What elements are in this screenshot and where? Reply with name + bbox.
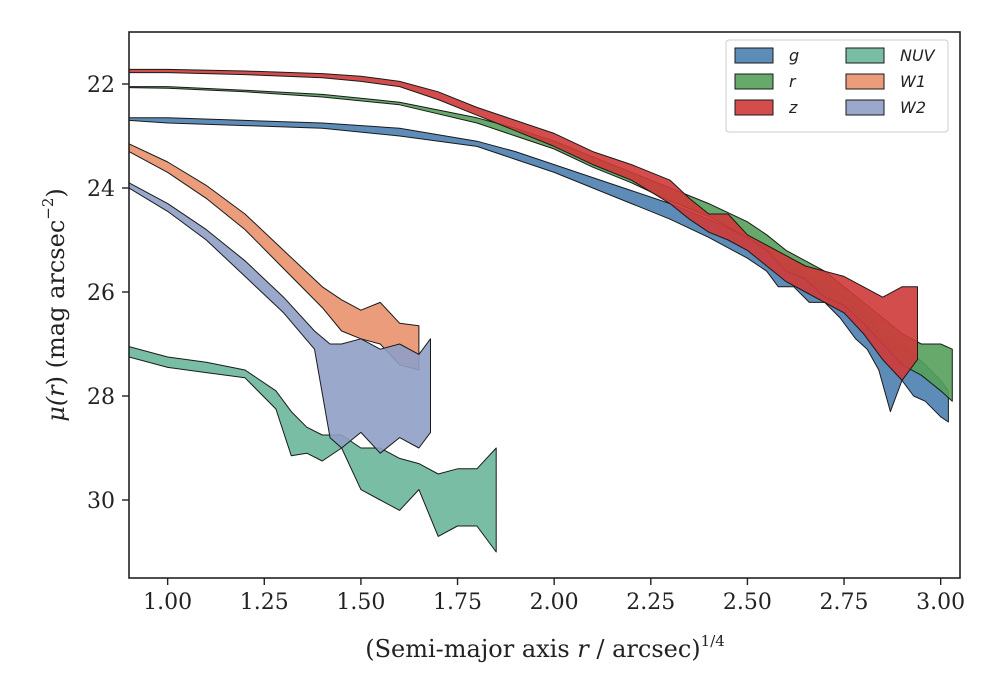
y-tick-label: 28 <box>87 385 115 410</box>
y-axis-ticks: 22 24 26 28 30 <box>87 73 129 514</box>
y-tick-label: 30 <box>87 489 115 514</box>
legend-label-r: r <box>789 72 797 91</box>
x-tick-label: 1.75 <box>433 590 482 615</box>
x-axis-label: (Semi-major axis r / arcsec)1/4 <box>365 632 725 663</box>
x-tick-label: 2.00 <box>530 590 579 615</box>
band-layer <box>129 68 953 553</box>
legend-swatch-w1 <box>845 73 885 90</box>
x-axis-ticks: 1.00 1.25 1.50 1.75 2.00 2.25 2.50 2.75 3.00 <box>143 578 965 615</box>
band-nuv <box>129 346 497 553</box>
plot-frame <box>128 31 961 579</box>
legend-swatch-nuv <box>845 47 885 64</box>
y-tick-label: 24 <box>87 177 115 202</box>
x-tick-label: 1.25 <box>240 590 289 615</box>
legend-label-w1: W1 <box>900 72 926 91</box>
legend-label-w2: W2 <box>900 98 926 117</box>
x-tick-label: 2.25 <box>626 590 675 615</box>
legend-swatch-r <box>734 73 774 90</box>
x-tick-label: 1.50 <box>336 590 385 615</box>
y-axis-label: μ(r) (mag arcsec−2) <box>39 188 70 422</box>
legend-label-z: z <box>788 98 798 117</box>
band-w2 <box>129 182 431 454</box>
legend-box <box>725 39 949 133</box>
band-z <box>129 68 918 381</box>
x-tick-label: 2.75 <box>820 590 869 615</box>
legend-label-g: g <box>789 46 799 65</box>
x-tick-label: 1.00 <box>143 590 192 615</box>
y-tick-label: 26 <box>87 281 115 306</box>
band-w1 <box>129 143 420 371</box>
legend-label-nuv: NUV <box>900 46 936 65</box>
legend-swatch-z <box>734 99 774 116</box>
x-tick-label: 2.50 <box>723 590 772 615</box>
y-tick-label: 22 <box>87 73 115 98</box>
legend: grz NUV W1 W2 <box>725 39 949 133</box>
legend-swatch-w2 <box>845 99 885 116</box>
x-tick-label: 3.00 <box>916 590 965 615</box>
legend-swatch-g <box>734 47 774 64</box>
